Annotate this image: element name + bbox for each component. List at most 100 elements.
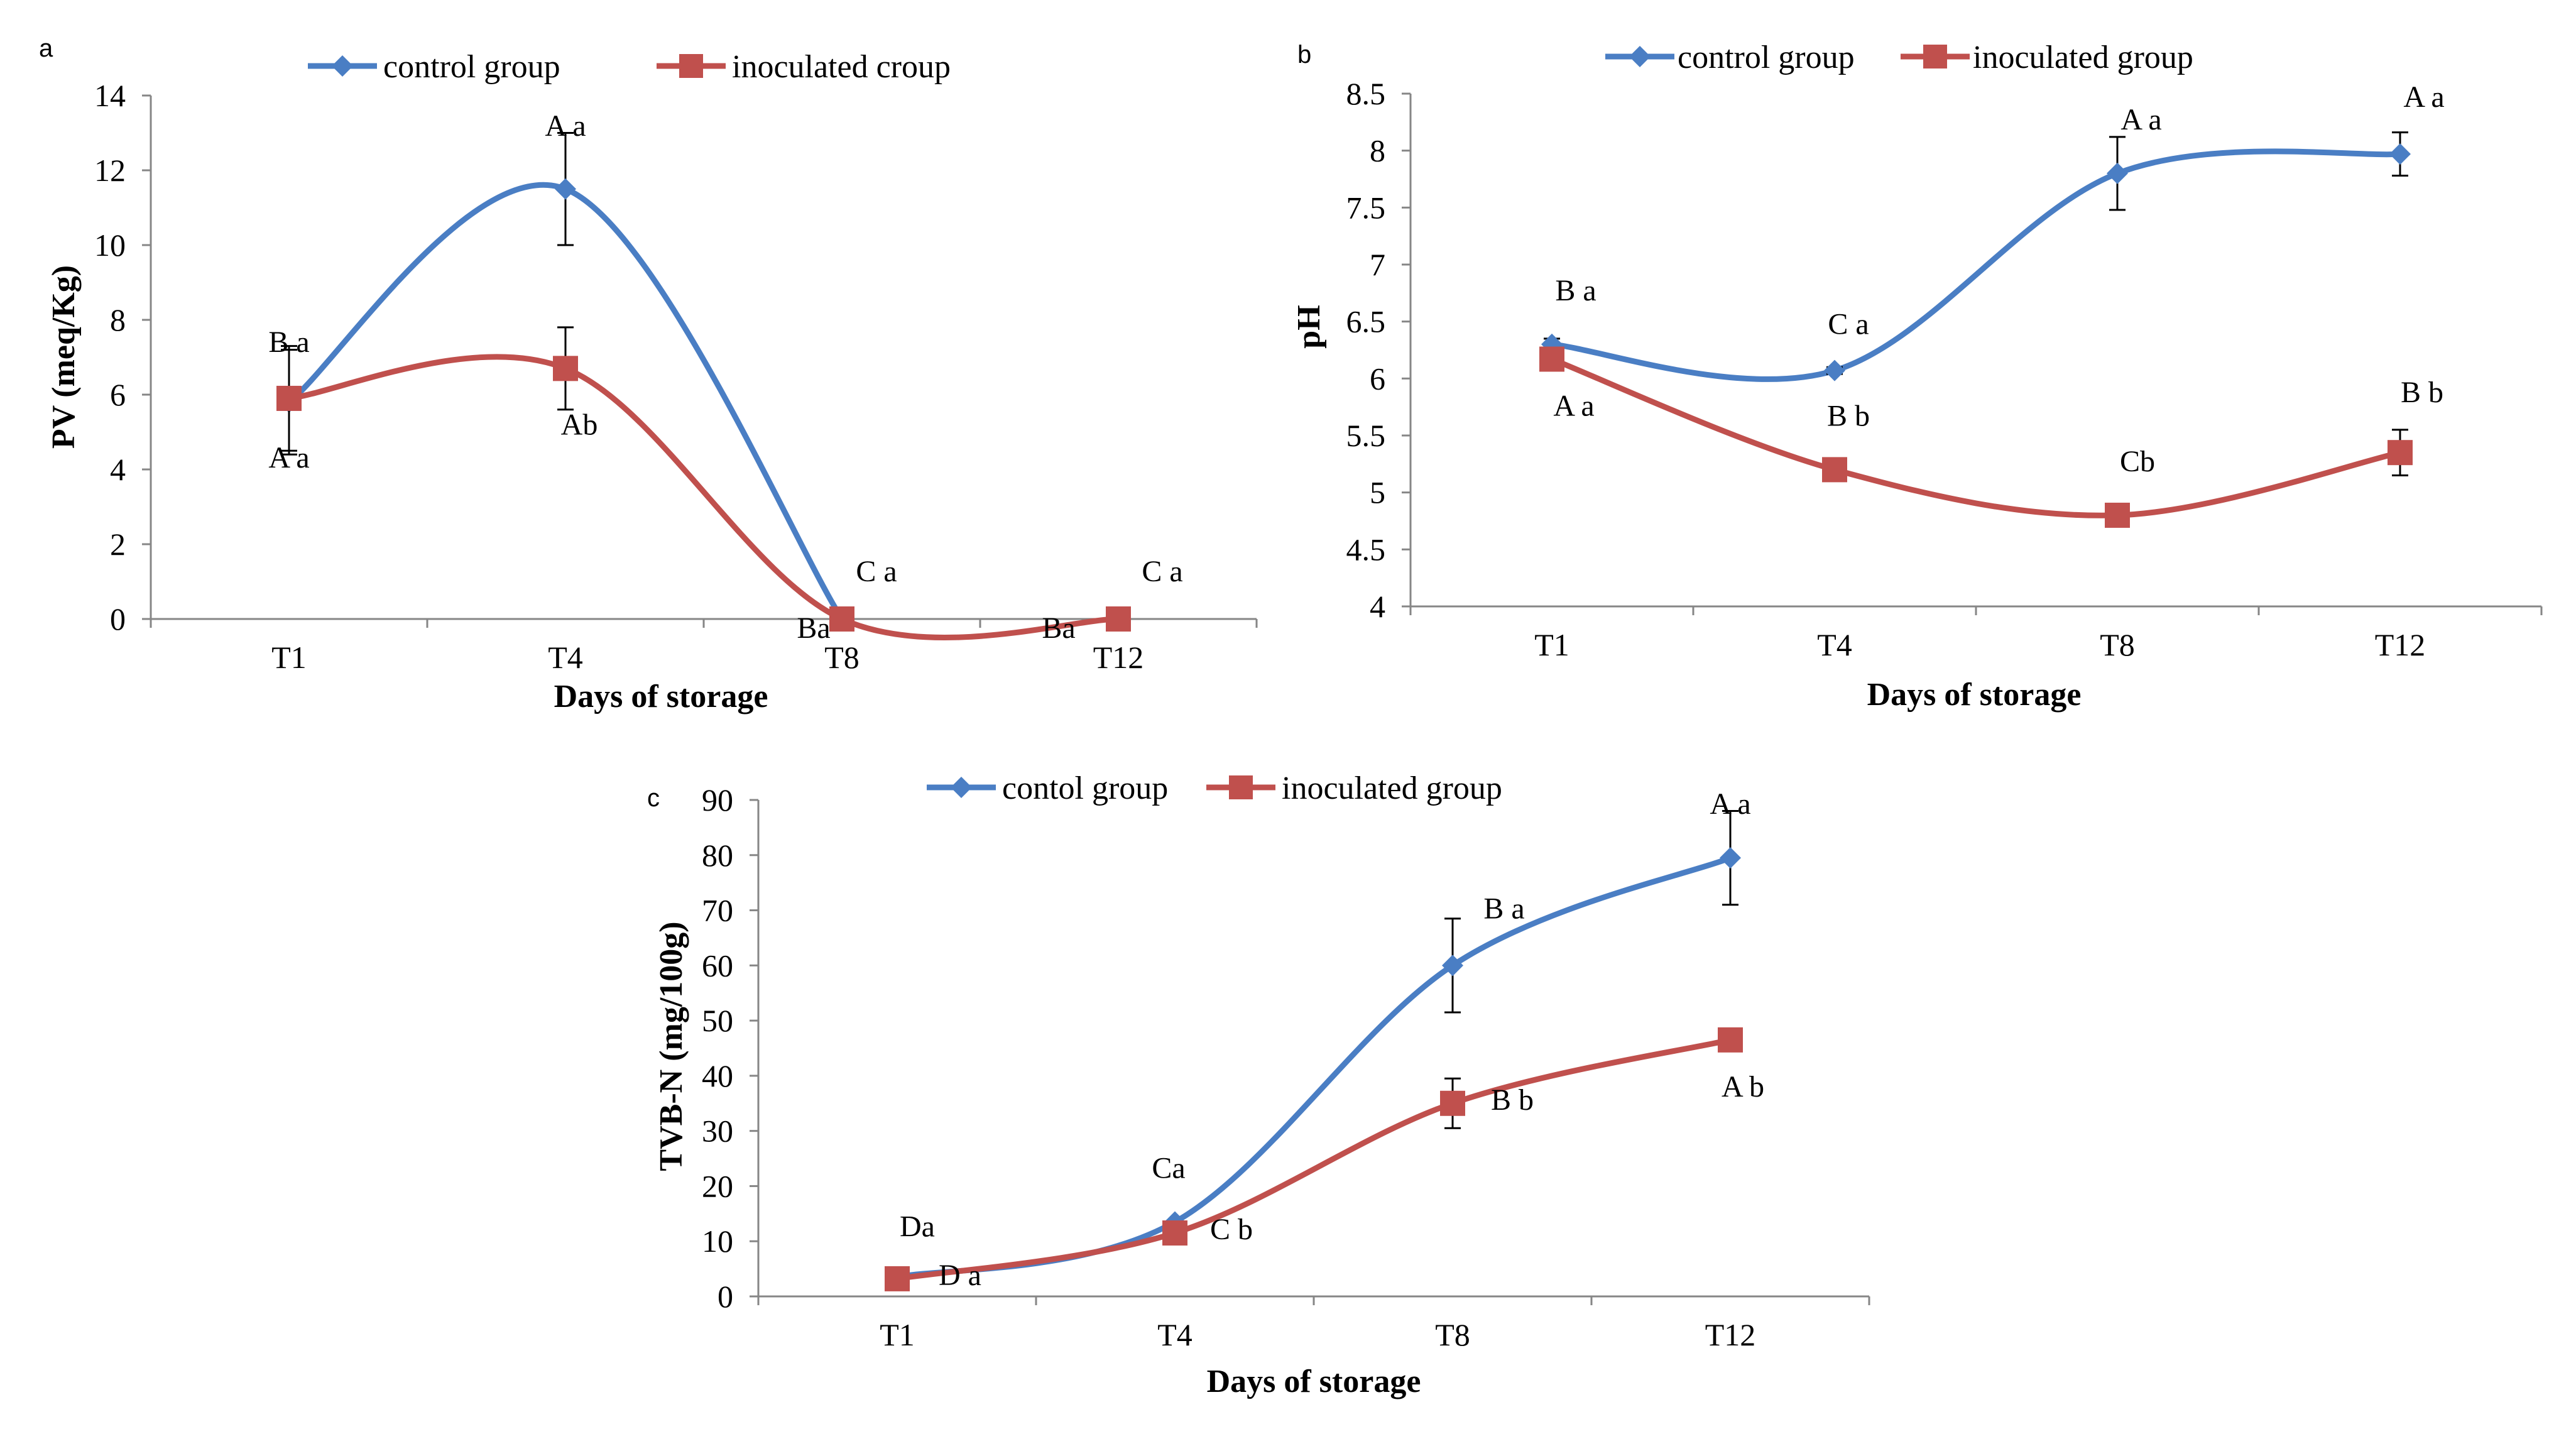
- x-tick-label: T12: [2375, 627, 2426, 662]
- x-tick-label: T12: [1705, 1317, 1756, 1352]
- data-point-square: [2388, 440, 2413, 466]
- data-point-square: [1106, 606, 1131, 632]
- x-axis-title: Days of storage: [554, 679, 768, 714]
- significance-label: A a: [545, 109, 586, 143]
- significance-label: A a: [2120, 103, 2161, 136]
- y-tick-label: 70: [702, 893, 733, 928]
- significance-label: Ab: [561, 408, 598, 441]
- significance-label: B a: [1555, 274, 1596, 307]
- data-point-square: [829, 606, 854, 632]
- significance-label: Ba: [797, 611, 830, 645]
- legend-item-control: control group: [1605, 40, 1855, 75]
- series-line: [1551, 148, 2401, 382]
- data-point-diamond: [1824, 359, 1845, 381]
- y-tick-label: 4: [110, 452, 126, 487]
- x-tick-label: T8: [1435, 1317, 1470, 1352]
- data-point-square: [885, 1266, 910, 1291]
- significance-label: A a: [268, 441, 309, 474]
- data-point-diamond: [2107, 162, 2128, 184]
- significance-label: A b: [1722, 1070, 1764, 1103]
- y-tick-label: 6: [1370, 361, 1385, 396]
- significance-label: B b: [1491, 1083, 1534, 1117]
- y-tick-label: 20: [702, 1168, 733, 1203]
- y-tick-label: 50: [702, 1003, 733, 1038]
- y-tick-label: 6.5: [1346, 304, 1386, 339]
- series-inoculated: A a Ab C a C a: [268, 326, 1183, 640]
- series-line: [897, 1037, 1732, 1282]
- series-control: B a C a A a A a: [1541, 80, 2445, 382]
- x-tick-label: T1: [880, 1317, 915, 1352]
- significance-label: Ca: [1152, 1152, 1185, 1185]
- y-tick-label: 4: [1370, 589, 1385, 624]
- y-tick-label: 2: [110, 527, 126, 562]
- x-tick-label: T8: [824, 640, 860, 675]
- legend-item-inoculated: inoculated group: [1206, 770, 1502, 806]
- x-tick-label: T4: [548, 640, 583, 675]
- y-tick-label: 5.5: [1346, 418, 1386, 453]
- significance-label: C a: [1142, 555, 1182, 588]
- data-point-square: [1440, 1090, 1465, 1116]
- x-tick-label: T1: [1534, 627, 1569, 662]
- significance-label: Cb: [2120, 445, 2155, 478]
- y-tick-label: 14: [94, 78, 126, 113]
- y-tick-label: 7.5: [1346, 190, 1386, 225]
- x-tick-label: T4: [1157, 1317, 1192, 1352]
- y-tick-label: 60: [702, 948, 733, 983]
- series-line: [288, 354, 1119, 640]
- y-tick-label: 30: [702, 1114, 733, 1149]
- y-tick-label: 12: [94, 153, 126, 188]
- legend-label: contol group: [1002, 770, 1168, 806]
- legend-label: control group: [383, 49, 560, 85]
- significance-label: Da: [900, 1210, 935, 1243]
- legend-item-control: control group: [308, 49, 560, 85]
- chart-panel-b: b 4 4.5 5 5.5 6 6.5 7 7.5 8 8.5 T1 T4 T8 T12 Days of st…: [1291, 40, 2543, 713]
- series-control: Da Ca B a A a: [887, 787, 1751, 1288]
- data-point-diamond: [1442, 955, 1463, 977]
- y-tick-label: 6: [110, 377, 126, 412]
- data-point-square: [1822, 457, 1847, 483]
- series-inoculated: A a B b Cb B b: [1539, 346, 2443, 528]
- legend-item-inoculated: inoculated croup: [657, 49, 951, 85]
- legend-label: inoculated group: [1282, 770, 1502, 806]
- legend-label: control group: [1678, 40, 1855, 75]
- legend-marker: [951, 777, 972, 798]
- y-tick-label: 40: [702, 1058, 733, 1093]
- y-tick-label: 10: [94, 227, 126, 263]
- panel-label: a: [39, 35, 53, 62]
- significance-label: B a: [1483, 892, 1524, 925]
- data-point-diamond: [555, 178, 576, 200]
- data-point-square: [1162, 1220, 1187, 1246]
- significance-label: C a: [856, 555, 897, 588]
- legend-marker: [1229, 775, 1253, 799]
- significance-label: A a: [1710, 787, 1750, 821]
- legend-marker: [1923, 45, 1947, 68]
- y-axis-title: TVB-N (mg/100g): [653, 921, 689, 1171]
- panel-label: c: [647, 784, 660, 812]
- y-tick-label: 4.5: [1346, 532, 1386, 567]
- data-point-diamond: [2389, 143, 2411, 165]
- data-point-square: [1539, 346, 1564, 372]
- chart-panel-c: c 0 10 20 30 40 50 60 70 80 90 T1 T4 T8 T12 Days of sto…: [647, 770, 1870, 1399]
- y-tick-label: 8: [1370, 133, 1385, 168]
- x-tick-label: T1: [271, 640, 307, 675]
- legend-marker: [679, 54, 703, 78]
- significance-label: A a: [2403, 80, 2444, 114]
- y-tick-label: 10: [702, 1224, 733, 1259]
- x-tick-label: T12: [1093, 640, 1144, 675]
- legend-label: inoculated croup: [732, 49, 951, 85]
- data-point-square: [553, 356, 578, 381]
- legend-item-control: contol group: [927, 770, 1168, 806]
- significance-label: A a: [1553, 390, 1594, 423]
- y-axis-title: PV (meq/Kg): [46, 265, 82, 449]
- data-point-diamond: [1720, 847, 1741, 869]
- legend-marker: [332, 55, 353, 77]
- y-tick-label: 90: [702, 782, 733, 818]
- y-tick-label: 0: [110, 601, 126, 637]
- significance-label: B b: [1827, 399, 1870, 432]
- significance-label: C a: [1828, 308, 1869, 341]
- chart-panel-a: a 0 2 4 6 8 10 12 14 T1 T4 T8 T12 Days of storage PV (…: [39, 35, 1258, 714]
- significance-label: B b: [2401, 376, 2443, 409]
- legend-label: inoculated group: [1973, 40, 2193, 75]
- x-tick-label: T8: [2100, 627, 2135, 662]
